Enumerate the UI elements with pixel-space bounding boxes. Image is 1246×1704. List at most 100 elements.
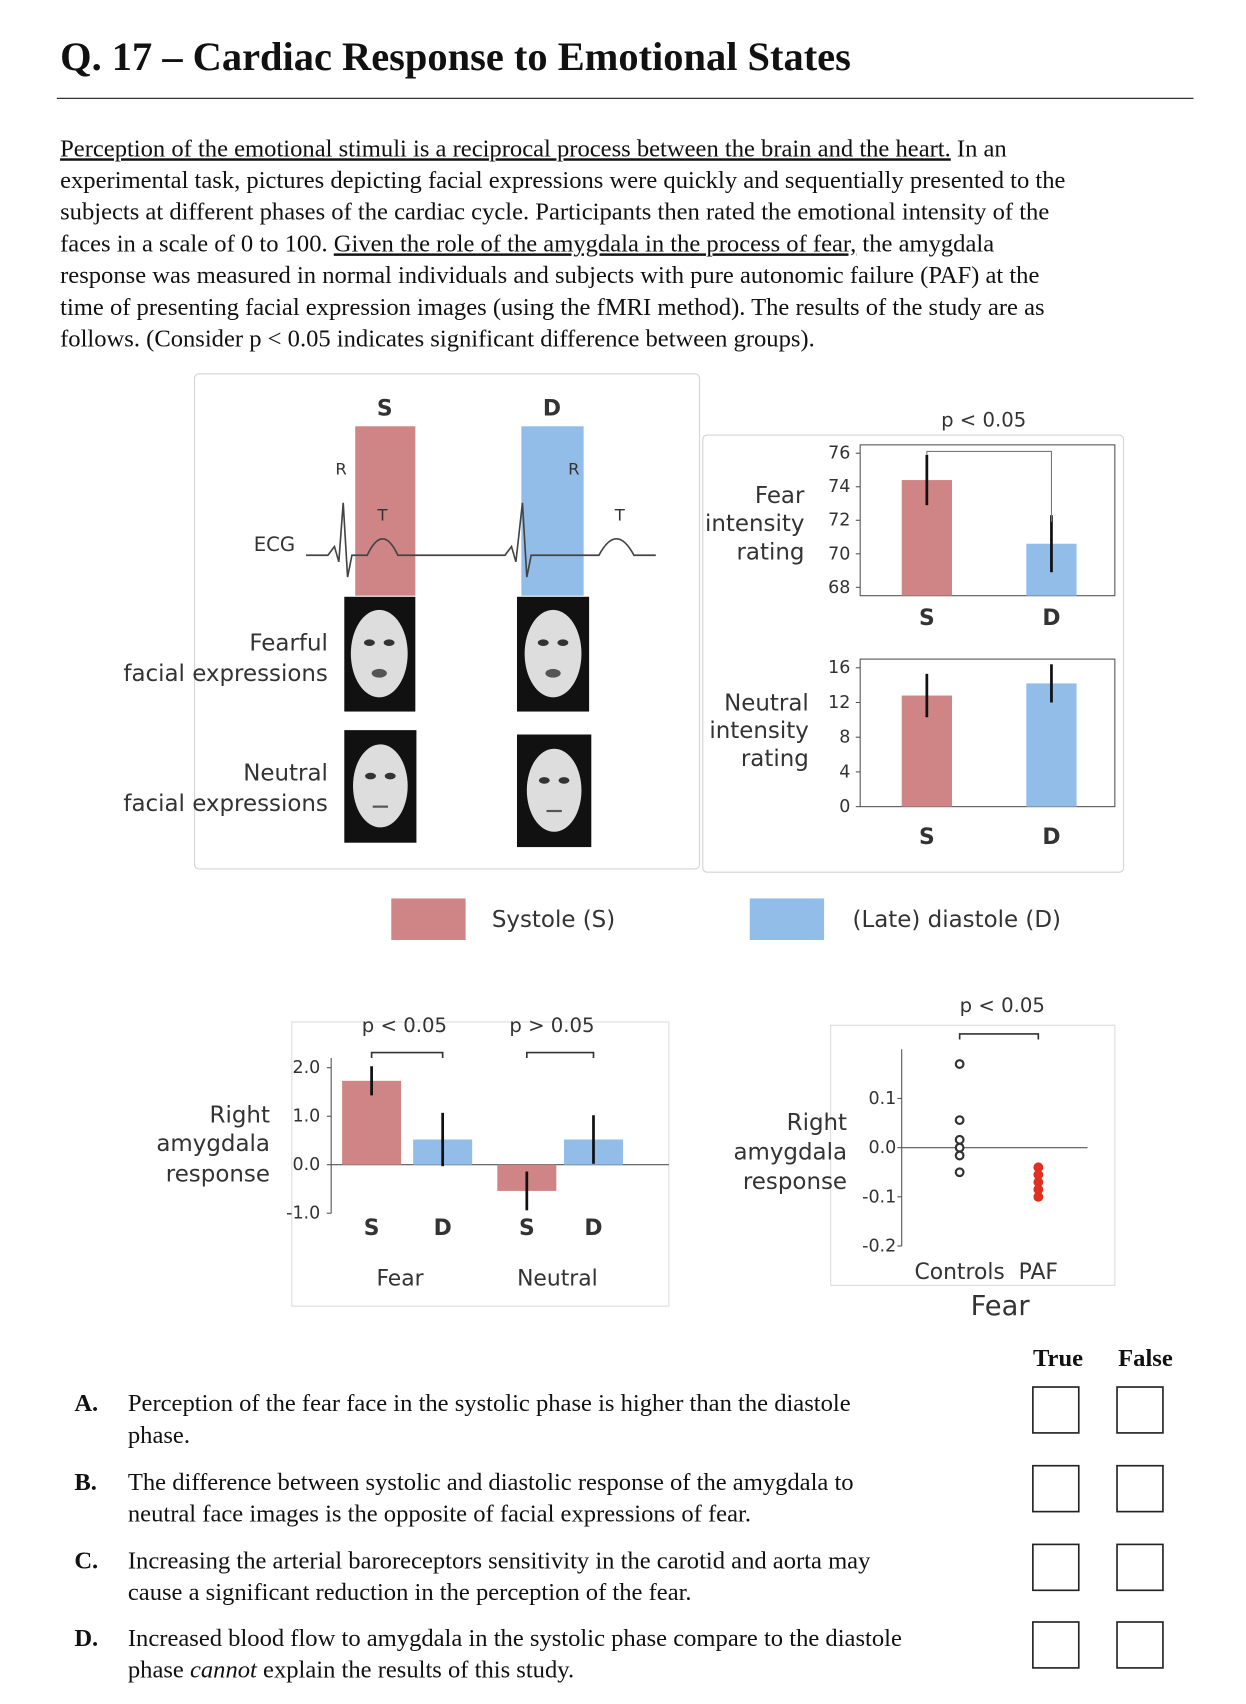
x-tick-label: S <box>919 825 935 850</box>
text: experimental task, pictures depicting fa… <box>60 167 1065 194</box>
checkbox <box>1032 1464 1080 1513</box>
label: facial expressions <box>123 661 328 687</box>
item-line: Perception of the fear face in the systo… <box>128 1390 851 1417</box>
checkbox <box>1032 1386 1080 1434</box>
false-header: False <box>1118 1345 1173 1372</box>
y-tick-label: 68 <box>828 578 850 598</box>
point <box>954 1134 965 1145</box>
intro-line: time of presenting facial expression ima… <box>60 294 1044 321</box>
intro-line: follows. (Consider p < 0.05 indicates si… <box>60 325 815 352</box>
intro-line: subjects at different phases of the card… <box>60 199 1049 226</box>
text: cannot <box>190 1657 258 1684</box>
label: R <box>335 459 346 478</box>
checkbox <box>1032 1621 1080 1669</box>
annotation: p < 0.05 <box>960 994 1045 1017</box>
bracket <box>370 1051 444 1059</box>
plot-frame <box>859 658 1116 808</box>
x-tick-label: D <box>584 1216 602 1241</box>
face-photo <box>344 730 417 843</box>
systole-band <box>355 426 416 596</box>
bar <box>1026 683 1077 807</box>
point <box>954 1150 965 1161</box>
y-tick-label: -0.1 <box>862 1187 896 1207</box>
y-axis-label: Fear <box>755 483 805 509</box>
y-axis-label: rating <box>736 540 804 566</box>
y-axis-label: amygdala <box>733 1140 847 1166</box>
y-axis-label: amygdala <box>156 1131 270 1157</box>
point <box>1033 1191 1044 1202</box>
item-letter: D. <box>74 1625 98 1652</box>
legend-label: (Late) diastole (D) <box>853 907 1061 933</box>
label: facial expressions <box>123 791 328 817</box>
y-tick-label: 16 <box>828 658 850 678</box>
y-tick-label: -0.2 <box>862 1236 896 1256</box>
panel <box>291 1021 670 1307</box>
item-letter: B. <box>74 1469 97 1496</box>
y-axis-label: response <box>166 1162 270 1188</box>
checkbox <box>1116 1386 1164 1434</box>
label: Fearful <box>249 630 328 656</box>
item-line: The difference between systolic and dias… <box>128 1469 854 1496</box>
y-axis-label: Right <box>210 1103 270 1129</box>
label: T <box>377 505 389 524</box>
label: T <box>614 505 626 524</box>
label: R <box>568 459 579 478</box>
x-tick-label: S <box>919 606 935 631</box>
ecg-trace <box>306 502 656 578</box>
y-tick-label: 70 <box>828 544 850 564</box>
diagram: S D R R T T ECG Fearful facial expressio… <box>123 396 656 848</box>
checkbox <box>1116 1543 1164 1592</box>
diastole-band <box>521 426 584 596</box>
x-axis-label: Fear <box>971 1291 1031 1322</box>
text: subjects at different phases of the card… <box>60 199 1049 226</box>
y-tick-label: 8 <box>839 728 850 748</box>
y-tick-label: 0.1 <box>868 1089 896 1109</box>
panel <box>702 434 1125 873</box>
group-label: Fear <box>376 1266 423 1291</box>
y-axis-label: response <box>743 1169 847 1195</box>
label: ECG <box>254 533 295 556</box>
x-tick-label: Controls <box>914 1260 1004 1285</box>
annotation: p < 0.05 <box>941 408 1026 431</box>
y-axis-label: intensity <box>705 511 804 537</box>
item-line: phase. <box>128 1422 190 1449</box>
y-axis-label: intensity <box>709 718 808 744</box>
text: the amygdala <box>856 230 994 257</box>
panel <box>830 1024 1116 1286</box>
x-tick-label: D <box>1042 606 1060 631</box>
intro: Perception of the emotional stimuli is a… <box>60 135 1065 352</box>
y-tick-label: 2.0 <box>292 1058 320 1078</box>
item-line: phase cannot explain the results of this… <box>128 1657 574 1684</box>
text: phase. <box>128 1422 190 1449</box>
point <box>954 1142 965 1153</box>
underlined: Perception of the emotional stimuli is a… <box>60 135 951 162</box>
y-axis-label: Neutral <box>724 690 809 716</box>
plot-frame <box>859 444 1116 597</box>
y-tick-label: 4 <box>839 762 850 782</box>
y-tick-label: 1.0 <box>292 1107 320 1127</box>
bracket <box>958 1033 1040 1040</box>
legend-swatch <box>749 898 825 940</box>
x-tick-label: S <box>519 1216 535 1241</box>
intro-line: Perception of the emotional stimuli is a… <box>60 135 1007 162</box>
text: neutral face images is the opposite of f… <box>128 1500 751 1527</box>
checkbox <box>1032 1543 1080 1592</box>
annotation: p < 0.05 <box>362 1014 447 1037</box>
item-line: neutral face images is the opposite of f… <box>128 1500 751 1527</box>
item-letter: C. <box>74 1547 98 1574</box>
text: Perception of the fear face in the systo… <box>128 1390 851 1417</box>
bracket <box>525 1051 595 1059</box>
intro-line: response was measured in normal individu… <box>60 262 1039 289</box>
panel <box>194 373 701 870</box>
x-tick-label: S <box>364 1216 380 1241</box>
x-tick-label: PAF <box>1019 1260 1058 1285</box>
text: The difference between systolic and dias… <box>128 1469 854 1496</box>
y-tick-label: 0.0 <box>292 1155 320 1175</box>
intro-line: experimental task, pictures depicting fa… <box>60 167 1065 194</box>
face-photo <box>516 596 590 712</box>
text: faces in a scale of 0 to 100. <box>60 230 334 257</box>
item-letter: A. <box>74 1390 98 1417</box>
item-line: Increasing the arterial baroreceptors se… <box>128 1547 871 1574</box>
